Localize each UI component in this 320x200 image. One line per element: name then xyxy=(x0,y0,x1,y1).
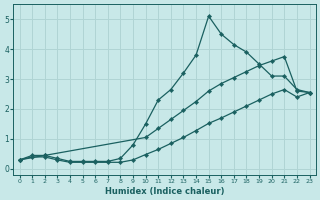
X-axis label: Humidex (Indice chaleur): Humidex (Indice chaleur) xyxy=(105,187,224,196)
